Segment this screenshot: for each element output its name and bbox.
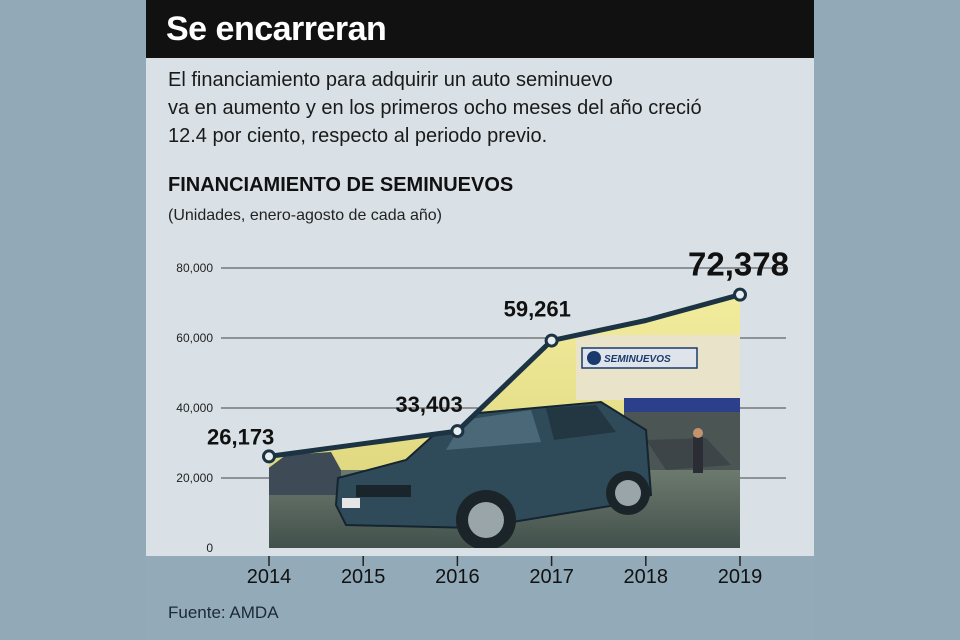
- x-tick-label: 2018: [624, 566, 669, 588]
- dealership-sign-text: SEMINUEVOS: [604, 354, 671, 365]
- dealership-sign: [581, 347, 698, 369]
- axes: 0 20,000 40,000 60,000 80,000 2014 2015 2016 201…: [176, 261, 762, 588]
- data-label: 26,173: [207, 424, 274, 449]
- x-axis-band: [146, 556, 814, 640]
- rear-car: [269, 452, 341, 495]
- source-note: Fuente: AMDA: [168, 603, 279, 622]
- y-tick-label: 60,000: [176, 331, 213, 345]
- data-point-marker: [450, 424, 465, 439]
- chart-title: FINANCIAMIENTO DE SEMINUEVOS: [168, 174, 514, 196]
- suv-side-window: [546, 405, 616, 440]
- intro-line: va en aumento y en los primeros ocho mes…: [168, 97, 702, 119]
- y-tick-label: 20,000: [176, 471, 213, 485]
- x-tick-label: 2016: [435, 566, 480, 588]
- suv-plate: [342, 498, 360, 508]
- car-photo: SEMINUEVOS: [269, 294, 740, 548]
- data-label: 59,261: [504, 297, 571, 322]
- series-line-path: [268, 292, 741, 459]
- person-head: [693, 428, 703, 438]
- page-title: Se encarreran: [166, 10, 387, 48]
- dealership-awning: [624, 398, 740, 412]
- intro-text: El financiamiento para adquirir un auto …: [168, 66, 808, 150]
- series-line: [268, 292, 741, 459]
- y-tick-label: 40,000: [176, 401, 213, 415]
- suv-rear-rim: [615, 480, 641, 506]
- intro-line: 12.4 por ciento, respecto al periodo pre…: [168, 125, 548, 147]
- x-tick-label: 2019: [718, 566, 763, 588]
- x-tick-label: 2017: [529, 566, 574, 588]
- y-tick-label: 80,000: [176, 261, 213, 275]
- title-bar: Se encarreran: [146, 0, 814, 58]
- background-car: [646, 438, 731, 470]
- data-point-marker: [733, 287, 747, 302]
- series-markers: [262, 287, 747, 464]
- suv-front-rim: [468, 502, 504, 538]
- chart-subtitle: (Unidades, enero-agosto de cada año): [168, 207, 442, 224]
- data-point-marker: [262, 449, 276, 464]
- x-tick-label: 2014: [247, 566, 292, 588]
- data-label: 33,403: [395, 392, 462, 417]
- dealership-logo: [587, 351, 601, 365]
- y-tick-label: 0: [206, 541, 213, 555]
- x-tick-label: 2015: [341, 566, 386, 588]
- data-labels: 26,173 33,403 59,261 72,378: [207, 246, 789, 450]
- data-point-marker: [544, 333, 559, 348]
- data-label: 72,378: [688, 246, 789, 283]
- intro-line: El financiamiento para adquirir un auto …: [168, 69, 613, 91]
- infographic-panel: Se encarreran El financiamiento para adq…: [146, 0, 814, 640]
- suv-grille: [356, 485, 411, 497]
- line-chart: SEMINUEVOS 0 20,000 40,000 60,000 80,000 2014…: [176, 246, 789, 588]
- person: [693, 437, 703, 473]
